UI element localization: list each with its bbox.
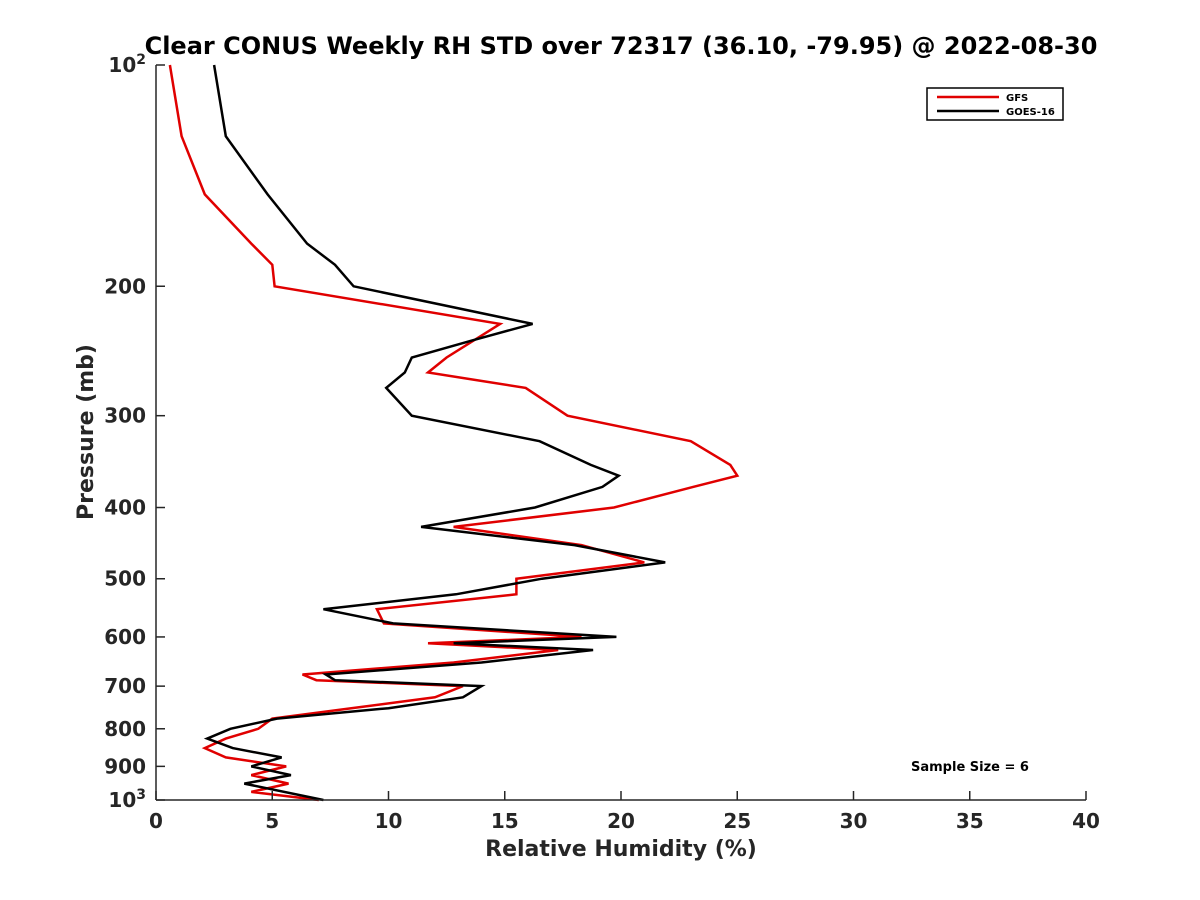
x-axis-label: Relative Humidity (%)	[485, 837, 757, 862]
plot-area	[156, 65, 1086, 800]
x-axis-ticks: 0 5 10 15 20 25 30 35 40	[149, 791, 1100, 833]
x-tick-label: 40	[1072, 809, 1100, 833]
legend: GFS GOES-16	[926, 87, 1064, 121]
series-line-goes16	[203, 64, 666, 802]
y-tick-label: 400	[104, 496, 146, 520]
x-tick-label: 0	[149, 809, 163, 833]
y-tick-label: 200	[104, 274, 146, 298]
x-tick-label: 5	[265, 809, 279, 833]
y-tick-label: 600	[104, 625, 146, 649]
y-tick-label: 103	[108, 787, 146, 812]
series-layer	[168, 64, 740, 802]
x-tick-label: 10	[375, 809, 403, 833]
x-tick-label: 20	[607, 809, 635, 833]
x-tick-label: 25	[723, 809, 751, 833]
y-tick-label: 700	[104, 674, 146, 698]
x-tick-label: 35	[956, 809, 984, 833]
y-tick-label: 900	[104, 754, 146, 778]
legend-box	[926, 87, 1064, 121]
sample-size-annotation: Sample Size = 6	[911, 760, 1029, 775]
legend-label-goes16: GOES-16	[1006, 107, 1055, 118]
series-line-gfs	[168, 64, 740, 802]
y-tick-label: 500	[104, 567, 146, 591]
y-tick-label: 300	[104, 404, 146, 428]
chart-title: Clear CONUS Weekly RH STD over 72317 (36…	[145, 32, 1098, 60]
y-tick-label: 800	[104, 717, 146, 741]
x-tick-label: 15	[491, 809, 519, 833]
y-axis-label: Pressure (mb)	[74, 344, 99, 520]
y-tick-label: 102	[108, 52, 146, 77]
x-tick-label: 30	[840, 809, 868, 833]
y-axis-ticks: 102 200 300 400 500 600 700 800 900 103	[104, 52, 165, 812]
legend-label-gfs: GFS	[1006, 93, 1028, 104]
